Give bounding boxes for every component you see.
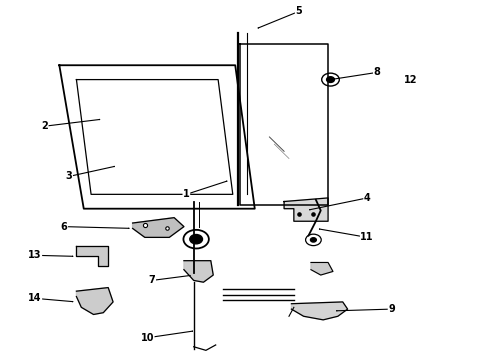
Text: 3: 3 (66, 171, 73, 181)
Text: 8: 8 (373, 67, 380, 77)
Text: 7: 7 (149, 275, 155, 285)
Polygon shape (76, 246, 108, 266)
Text: 2: 2 (41, 121, 48, 131)
Polygon shape (311, 262, 333, 275)
Circle shape (190, 234, 202, 244)
Circle shape (327, 77, 334, 82)
Text: 1: 1 (183, 189, 190, 199)
Text: 5: 5 (295, 6, 302, 17)
Text: 9: 9 (388, 304, 395, 314)
Circle shape (311, 238, 317, 242)
Text: 4: 4 (364, 193, 370, 203)
Polygon shape (284, 198, 328, 221)
Polygon shape (184, 261, 213, 282)
Polygon shape (76, 288, 113, 315)
Text: 11: 11 (361, 232, 374, 242)
Text: 6: 6 (61, 222, 68, 231)
Text: 14: 14 (28, 293, 42, 303)
Text: 13: 13 (28, 250, 42, 260)
Text: 12: 12 (404, 75, 418, 85)
Polygon shape (133, 218, 184, 237)
Text: 10: 10 (141, 333, 154, 343)
Polygon shape (292, 302, 347, 320)
